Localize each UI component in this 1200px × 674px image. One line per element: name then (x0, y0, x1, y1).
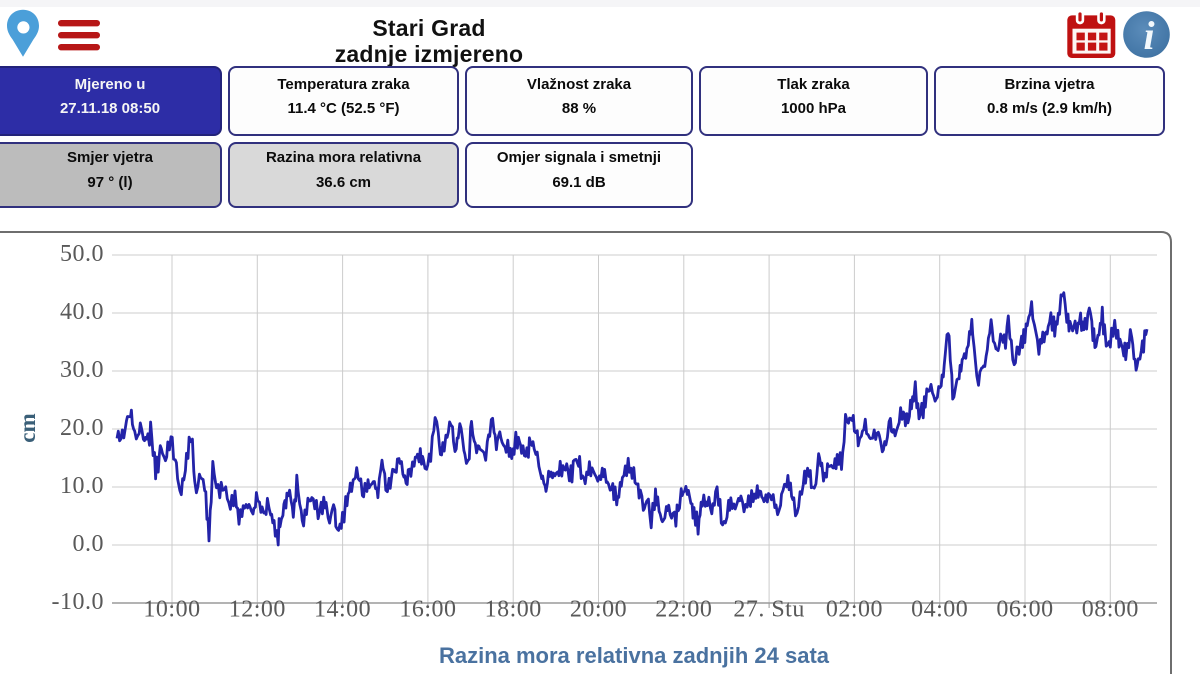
svg-text:06:00: 06:00 (996, 597, 1053, 623)
svg-text:10:00: 10:00 (143, 597, 200, 623)
svg-text:08:00: 08:00 (1082, 597, 1139, 623)
svg-text:18:00: 18:00 (485, 597, 542, 623)
svg-text:cm: cm (15, 413, 40, 442)
svg-text:0.0: 0.0 (73, 531, 105, 557)
svg-text:04:00: 04:00 (911, 597, 968, 623)
svg-text:-10.0: -10.0 (52, 589, 105, 615)
svg-text:i: i (1143, 13, 1154, 58)
svg-text:30.0: 30.0 (60, 357, 104, 383)
svg-text:10.0: 10.0 (60, 473, 104, 499)
svg-text:20:00: 20:00 (570, 597, 627, 623)
svg-text:50.0: 50.0 (60, 241, 104, 267)
svg-text:12:00: 12:00 (229, 597, 286, 623)
svg-text:14:00: 14:00 (314, 597, 371, 623)
svg-text:40.0: 40.0 (60, 299, 104, 325)
svg-text:20.0: 20.0 (60, 415, 104, 441)
svg-text:16:00: 16:00 (399, 597, 456, 623)
svg-text:Razina mora relativna zadnjih: Razina mora relativna zadnjih 24 sata (439, 643, 830, 668)
svg-text:02:00: 02:00 (826, 597, 883, 623)
svg-text:22:00: 22:00 (655, 597, 712, 623)
svg-text:27. Stu: 27. Stu (733, 597, 805, 623)
